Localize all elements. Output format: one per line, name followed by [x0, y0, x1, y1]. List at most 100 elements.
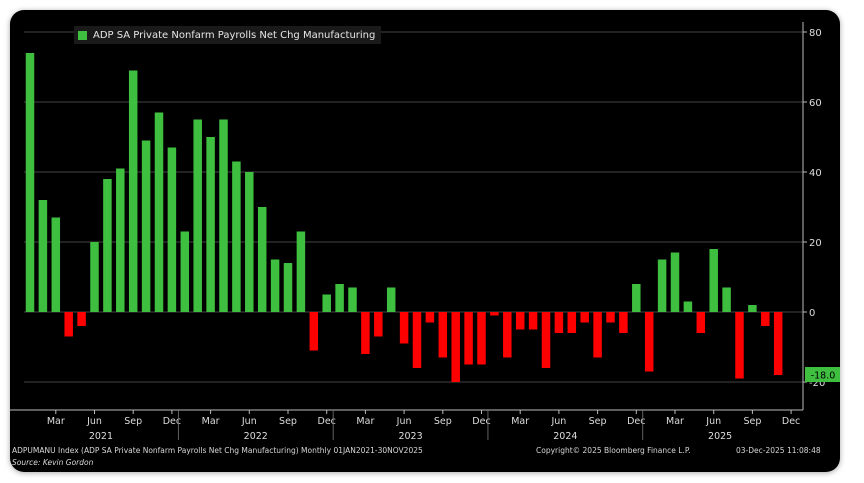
x-tick-label: Dec: [472, 416, 490, 427]
bar: [657, 259, 667, 312]
bar: [257, 207, 267, 312]
x-tick-label: Jun: [705, 416, 721, 427]
bar: [644, 312, 654, 372]
index-description: ADPUMANU Index (ADP SA Private Nonfarm P…: [12, 446, 423, 455]
bar-chart: 80 60 40 20 0 -20 Mar Jun Sep Dec Mar Jun Sep Dec Mar J…: [10, 22, 840, 442]
bar: [773, 312, 783, 375]
bar: [477, 312, 486, 365]
y-tick-label: -20: [809, 378, 825, 389]
legend-label: ADP SA Private Nonfarm Payrolls Net Chg …: [93, 29, 376, 41]
bar: [386, 287, 396, 312]
bar: [361, 312, 370, 354]
x-tick-label: Sep: [743, 416, 761, 427]
bar: [748, 305, 757, 312]
x-tick-label: Jun: [86, 416, 102, 427]
bar: [348, 287, 357, 312]
bar: [593, 312, 602, 358]
bar: [490, 312, 499, 316]
bar: [412, 312, 422, 368]
x-tick-label: Jun: [550, 416, 566, 427]
bar: [103, 179, 112, 312]
bar: [335, 284, 344, 312]
bar: [51, 217, 61, 312]
x-tick-label: Dec: [627, 416, 645, 427]
bar: [128, 70, 138, 312]
bar: [438, 312, 448, 358]
x-tick-label: Sep: [434, 416, 452, 427]
bar: [670, 252, 680, 312]
year-label: 2024: [553, 431, 577, 442]
bar: [696, 312, 706, 333]
bar: [374, 312, 383, 337]
bar: [619, 312, 628, 333]
bar: [154, 112, 164, 312]
x-tick-label: Mar: [511, 416, 529, 427]
bar: [309, 312, 319, 351]
bar: [761, 312, 770, 326]
bar: [141, 140, 151, 312]
legend: ADP SA Private Nonfarm Payrolls Net Chg …: [74, 26, 382, 44]
bar: [25, 53, 35, 312]
bar: [515, 312, 525, 330]
y-tick-label: 20: [809, 238, 822, 249]
x-tick-label: Mar: [202, 416, 220, 427]
x-tick-label: Jun: [396, 416, 412, 427]
bar: [38, 200, 48, 312]
bar: [683, 301, 693, 312]
bar: [606, 312, 615, 323]
x-tick-label: Dec: [163, 416, 181, 427]
bar: [541, 312, 551, 368]
year-label: 2021: [89, 431, 113, 442]
bar: [270, 259, 280, 312]
y-tick-label: 0: [809, 308, 815, 319]
x-tick-label: Dec: [318, 416, 336, 427]
x-tick-label: Jun: [241, 416, 257, 427]
bar: [425, 312, 435, 323]
bar: [451, 312, 460, 382]
x-tick-label: Mar: [666, 416, 684, 427]
x-tick-label: Mar: [47, 416, 65, 427]
bar: [77, 312, 86, 326]
bar: [554, 312, 564, 333]
bar: [245, 172, 254, 312]
y-tick-label: 40: [809, 168, 822, 179]
chart-frame: 80 60 40 20 0 -20 Mar Jun Sep Dec Mar Jun Sep Dec Mar J…: [10, 10, 840, 472]
timestamp: 03-Dec-2025 11:08:48: [736, 446, 821, 455]
bar: [116, 168, 125, 312]
bar: [219, 119, 228, 312]
bar: [206, 137, 215, 312]
y-tick-label: 60: [809, 98, 822, 109]
bar: [528, 312, 538, 330]
bar: [632, 284, 641, 312]
year-label: 2023: [398, 431, 422, 442]
bar: [232, 161, 241, 312]
bar: [283, 263, 293, 312]
bar: [503, 312, 512, 358]
year-label: 2022: [244, 431, 268, 442]
bar: [399, 312, 409, 344]
bar: [64, 312, 73, 337]
bar: [322, 294, 331, 312]
x-tick-label: Dec: [782, 416, 800, 427]
bar: [296, 231, 306, 312]
x-tick-label: Sep: [589, 416, 607, 427]
bar: [167, 147, 177, 312]
bar: [180, 231, 190, 312]
bar: [90, 242, 99, 312]
bar: [709, 249, 718, 312]
source-text: Source: Kevin Gordon: [12, 458, 94, 467]
last-value-tag: [805, 367, 840, 382]
y-tick-label: 80: [809, 28, 822, 39]
x-tick-label: Sep: [124, 416, 142, 427]
x-tick-label: Sep: [279, 416, 297, 427]
year-label: 2025: [708, 431, 732, 442]
legend-swatch: [78, 30, 87, 40]
bar: [580, 312, 589, 323]
x-tick-label: Mar: [356, 416, 374, 427]
copyright-text: Copyright© 2025 Bloomberg Finance L.P.: [536, 446, 691, 455]
bar: [567, 312, 577, 333]
bar: [735, 312, 744, 379]
last-value-label: -18.0: [811, 371, 836, 382]
bar: [722, 287, 731, 312]
bar: [193, 119, 202, 312]
